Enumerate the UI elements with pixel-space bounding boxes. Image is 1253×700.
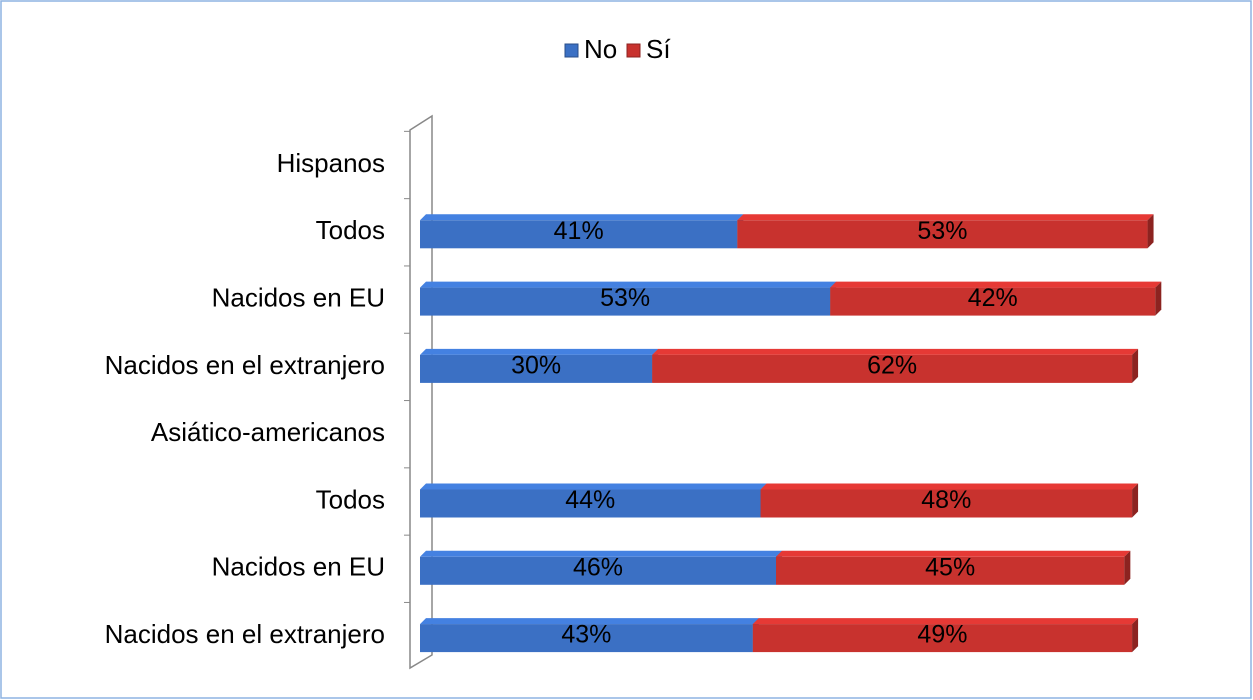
bar-top <box>420 550 783 557</box>
bar-top <box>776 550 1131 557</box>
bar-front <box>420 489 761 518</box>
bar-top <box>420 483 767 490</box>
axis-wall <box>409 114 433 670</box>
bar-side <box>1132 618 1139 653</box>
bar-side <box>1147 214 1154 249</box>
value-label: 53% <box>600 284 650 312</box>
category-label: Todos <box>316 484 385 514</box>
bar-front <box>830 287 1156 316</box>
value-label: 44% <box>565 486 615 514</box>
category-label: Nacidos en EU <box>212 552 385 582</box>
value-label: 48% <box>921 486 971 514</box>
value-label: 42% <box>968 284 1018 312</box>
legend-label: Sí <box>646 34 671 64</box>
bar-side <box>1124 550 1131 585</box>
category-label: Asiático-americanos <box>151 417 385 447</box>
category-label: Hispanos <box>277 148 385 178</box>
bar-top <box>752 618 1139 625</box>
bar-front <box>752 624 1133 653</box>
bar-top <box>737 214 1154 221</box>
legend-label: No <box>584 34 617 64</box>
bar-front <box>420 220 738 249</box>
bar-side <box>1132 483 1139 518</box>
legend-swatch <box>564 43 579 58</box>
bar-side <box>1155 281 1162 316</box>
bar-top <box>420 348 659 355</box>
legend-swatch <box>626 43 641 58</box>
bar-segment <box>420 281 837 316</box>
bar-front <box>776 556 1125 585</box>
value-label: 62% <box>867 352 917 380</box>
bar-front <box>420 354 653 383</box>
value-label: 49% <box>917 621 967 649</box>
bar-top <box>420 214 744 221</box>
bar-segment <box>420 348 659 383</box>
bar-top <box>830 281 1162 288</box>
bar-segment <box>752 618 1139 653</box>
value-label: 46% <box>573 553 623 581</box>
bar-segment <box>652 348 1139 383</box>
value-label: 53% <box>917 217 967 245</box>
bar-top <box>420 618 759 625</box>
bar-segment <box>420 483 767 518</box>
bar-top <box>760 483 1139 490</box>
bar-segment <box>830 281 1162 316</box>
bar-side <box>1132 348 1139 383</box>
value-label: 41% <box>554 217 604 245</box>
value-label: 30% <box>511 352 561 380</box>
bar-front <box>420 624 753 653</box>
bar-segment <box>737 214 1154 249</box>
bar-top <box>652 348 1139 355</box>
bar-front <box>737 220 1148 249</box>
bar-segment <box>420 550 783 585</box>
category-label: Nacidos en el extranjero <box>105 619 385 649</box>
bar-front <box>420 556 777 585</box>
category-label: Nacidos en EU <box>212 282 385 312</box>
bar-segment <box>776 550 1131 585</box>
value-label: 45% <box>925 553 975 581</box>
bar-segment <box>760 483 1139 518</box>
category-label: Nacidos en el extranjero <box>105 350 385 380</box>
bar-top <box>420 281 837 288</box>
category-label: Todos <box>316 215 385 245</box>
bar-front <box>760 489 1133 518</box>
bar-front <box>420 287 831 316</box>
value-label: 43% <box>561 621 611 649</box>
bar-segment <box>420 214 744 249</box>
bar-front <box>652 354 1133 383</box>
bar-segment <box>420 618 759 653</box>
